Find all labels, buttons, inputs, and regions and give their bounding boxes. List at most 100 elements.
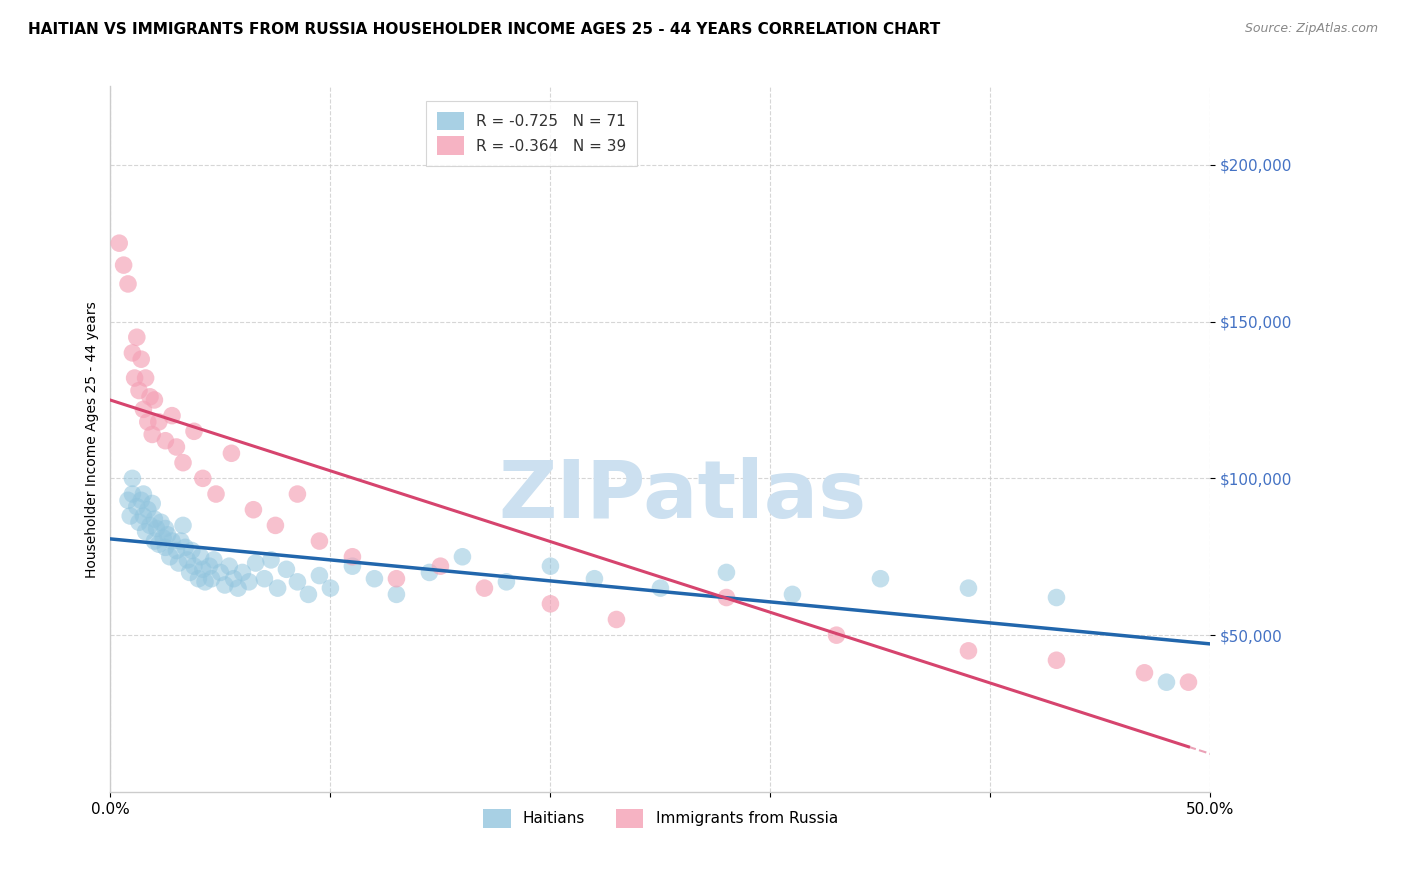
- Point: [869, 572, 891, 586]
- Point: [238, 574, 260, 589]
- Point: [165, 543, 187, 558]
- Point: [1133, 665, 1156, 680]
- Point: [605, 612, 627, 626]
- Y-axis label: Householder Income Ages 25 - 44 years: Householder Income Ages 25 - 44 years: [86, 301, 100, 577]
- Point: [172, 456, 194, 470]
- Point: [245, 556, 267, 570]
- Point: [222, 572, 245, 586]
- Point: [145, 522, 167, 536]
- Point: [136, 415, 159, 429]
- Point: [180, 543, 202, 558]
- Text: HAITIAN VS IMMIGRANTS FROM RUSSIA HOUSEHOLDER INCOME AGES 25 - 44 YEARS CORRELAT: HAITIAN VS IMMIGRANTS FROM RUSSIA HOUSEH…: [28, 22, 941, 37]
- Point: [287, 487, 309, 501]
- Point: [451, 549, 474, 564]
- Point: [167, 556, 190, 570]
- Point: [155, 434, 177, 448]
- Point: [297, 587, 319, 601]
- Point: [135, 524, 157, 539]
- Point: [141, 427, 163, 442]
- Point: [121, 346, 143, 360]
- Point: [165, 440, 187, 454]
- Point: [160, 409, 183, 423]
- Point: [716, 566, 738, 580]
- Point: [650, 581, 672, 595]
- Point: [143, 512, 166, 526]
- Point: [198, 559, 221, 574]
- Point: [264, 518, 287, 533]
- Point: [202, 553, 225, 567]
- Legend: Haitians, Immigrants from Russia: Haitians, Immigrants from Russia: [477, 803, 844, 834]
- Point: [385, 587, 408, 601]
- Point: [139, 390, 162, 404]
- Point: [124, 371, 146, 385]
- Point: [176, 553, 198, 567]
- Point: [141, 496, 163, 510]
- Point: [957, 644, 980, 658]
- Point: [385, 572, 408, 586]
- Point: [143, 534, 166, 549]
- Point: [128, 515, 150, 529]
- Point: [139, 518, 162, 533]
- Point: [183, 425, 205, 439]
- Point: [716, 591, 738, 605]
- Point: [191, 471, 214, 485]
- Point: [1177, 675, 1199, 690]
- Point: [253, 572, 276, 586]
- Point: [308, 568, 330, 582]
- Point: [170, 534, 193, 549]
- Point: [1045, 591, 1067, 605]
- Point: [957, 581, 980, 595]
- Point: [429, 559, 451, 574]
- Point: [150, 515, 173, 529]
- Point: [121, 487, 143, 501]
- Point: [495, 574, 517, 589]
- Point: [583, 572, 606, 586]
- Point: [319, 581, 342, 595]
- Point: [187, 572, 209, 586]
- Point: [266, 581, 288, 595]
- Point: [148, 537, 170, 551]
- Point: [155, 541, 177, 555]
- Point: [159, 549, 181, 564]
- Text: ZIPatlas: ZIPatlas: [498, 457, 866, 534]
- Point: [174, 541, 197, 555]
- Point: [183, 559, 205, 574]
- Point: [205, 487, 228, 501]
- Point: [120, 508, 142, 523]
- Point: [474, 581, 496, 595]
- Point: [155, 522, 177, 536]
- Point: [194, 574, 217, 589]
- Point: [218, 559, 240, 574]
- Point: [125, 500, 148, 514]
- Point: [201, 572, 224, 586]
- Point: [782, 587, 804, 601]
- Point: [221, 446, 243, 460]
- Point: [825, 628, 848, 642]
- Point: [128, 384, 150, 398]
- Point: [1156, 675, 1178, 690]
- Point: [160, 534, 183, 549]
- Point: [129, 493, 152, 508]
- Point: [132, 402, 155, 417]
- Point: [363, 572, 385, 586]
- Point: [132, 508, 155, 523]
- Point: [342, 549, 364, 564]
- Point: [172, 518, 194, 533]
- Point: [287, 574, 309, 589]
- Point: [156, 528, 179, 542]
- Point: [209, 566, 232, 580]
- Point: [136, 502, 159, 516]
- Point: [108, 236, 131, 251]
- Point: [143, 392, 166, 407]
- Point: [342, 559, 364, 574]
- Point: [121, 471, 143, 485]
- Point: [242, 502, 264, 516]
- Point: [129, 352, 152, 367]
- Point: [276, 562, 298, 576]
- Point: [152, 531, 174, 545]
- Text: Source: ZipAtlas.com: Source: ZipAtlas.com: [1244, 22, 1378, 36]
- Point: [538, 597, 561, 611]
- Point: [117, 277, 139, 291]
- Point: [260, 553, 283, 567]
- Point: [112, 258, 135, 272]
